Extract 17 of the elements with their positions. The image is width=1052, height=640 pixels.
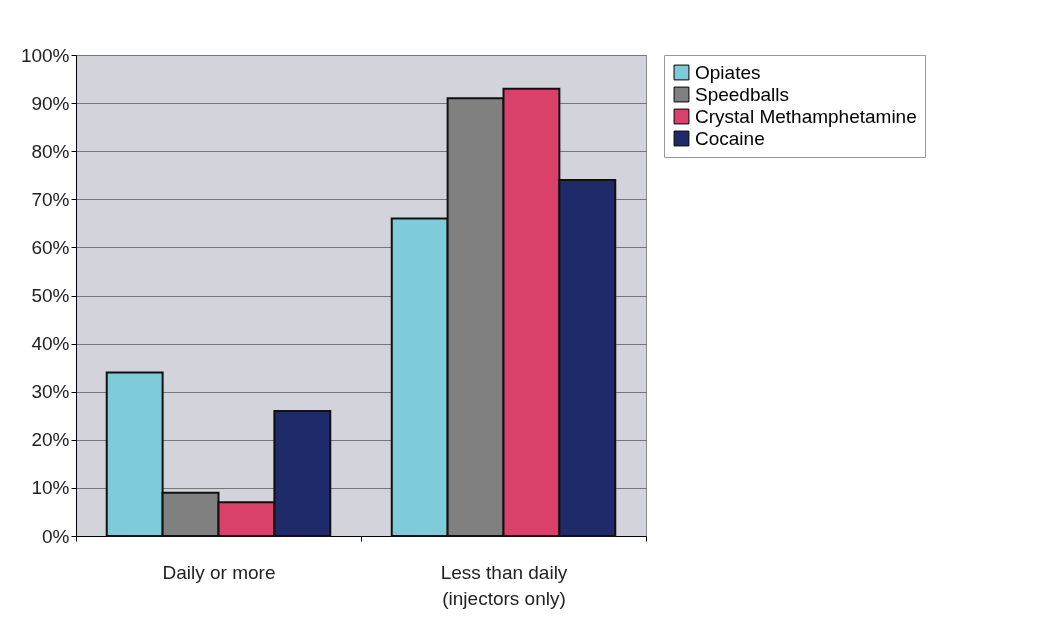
y-tick-label: 40% [31, 333, 70, 355]
y-tick-label: 60% [31, 236, 70, 258]
y-tick-label: 50% [31, 285, 70, 306]
y-tick-label: 10% [31, 477, 70, 499]
legend-label: Speedballs [695, 83, 790, 105]
y-tick-label: 70% [31, 188, 70, 210]
x-tick-label: Less than daily (injectors only) [440, 561, 568, 609]
y-tick-label: 20% [31, 429, 70, 451]
y-tick-label: 0% [42, 525, 70, 547]
legend-label: Crystal Methamphetamine [695, 105, 917, 127]
y-tick-label: 100% [20, 44, 70, 66]
legend-label: Cocaine [695, 127, 765, 149]
y-tick-label: 90% [31, 92, 70, 114]
x-tick-label: Daily or more [162, 561, 276, 583]
legend-label: Opiates [695, 61, 761, 83]
y-tick-label: 30% [31, 381, 70, 403]
y-tick-label: 80% [31, 140, 70, 162]
